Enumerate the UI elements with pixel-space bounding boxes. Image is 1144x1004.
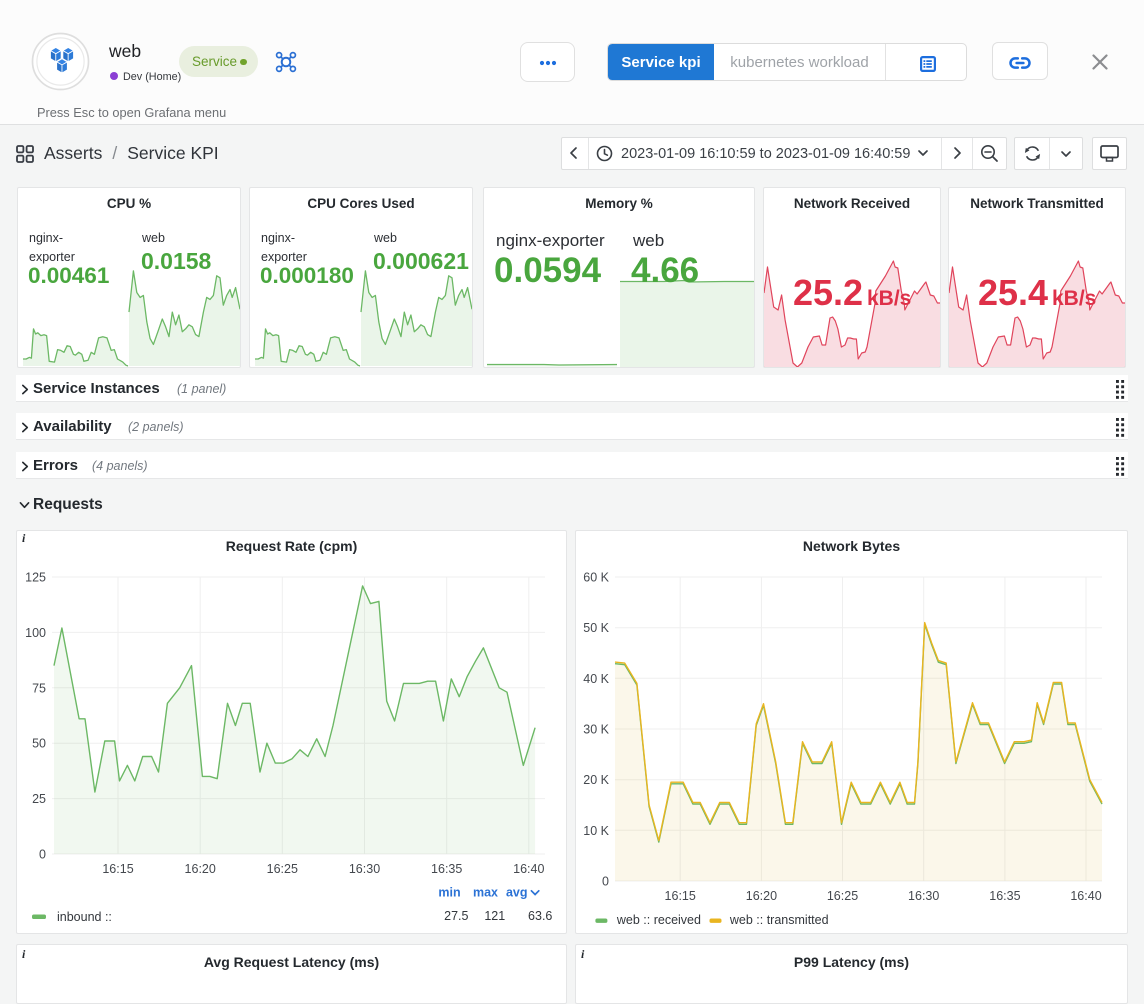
svg-text:20 K: 20 K: [583, 773, 609, 787]
svg-text:16:20: 16:20: [746, 889, 777, 903]
svg-text:75: 75: [32, 681, 46, 695]
svg-text:0: 0: [602, 875, 609, 889]
svg-text:0: 0: [39, 848, 46, 862]
svg-text:16:20: 16:20: [185, 862, 216, 876]
svg-text:50 K: 50 K: [583, 621, 609, 635]
svg-text:avg: avg: [506, 885, 528, 899]
svg-text:web :: transmitted: web :: transmitted: [729, 913, 829, 927]
svg-text:121: 121: [484, 909, 505, 923]
svg-text:16:25: 16:25: [827, 889, 858, 903]
svg-text:16:15: 16:15: [665, 889, 696, 903]
svg-text:min: min: [438, 885, 460, 899]
svg-text:16:30: 16:30: [908, 889, 939, 903]
svg-text:16:40: 16:40: [1070, 889, 1101, 903]
svg-text:40 K: 40 K: [583, 672, 609, 686]
svg-text:16:25: 16:25: [267, 862, 298, 876]
svg-text:50: 50: [32, 737, 46, 751]
svg-text:63.6: 63.6: [528, 909, 552, 923]
svg-text:16:40: 16:40: [513, 862, 544, 876]
svg-text:web :: received: web :: received: [616, 913, 701, 927]
svg-text:16:35: 16:35: [989, 889, 1020, 903]
svg-text:27.5: 27.5: [444, 909, 468, 923]
svg-text:16:35: 16:35: [431, 862, 462, 876]
svg-text:16:30: 16:30: [349, 862, 380, 876]
svg-text:125: 125: [25, 571, 46, 585]
svg-text:30 K: 30 K: [583, 723, 609, 737]
svg-text:25: 25: [32, 792, 46, 806]
svg-text:100: 100: [25, 626, 46, 640]
svg-text:10 K: 10 K: [583, 824, 609, 838]
svg-text:16:15: 16:15: [102, 862, 133, 876]
svg-text:60 K: 60 K: [583, 571, 609, 585]
svg-text:inbound ::: inbound ::: [57, 910, 112, 924]
svg-text:max: max: [473, 885, 498, 899]
